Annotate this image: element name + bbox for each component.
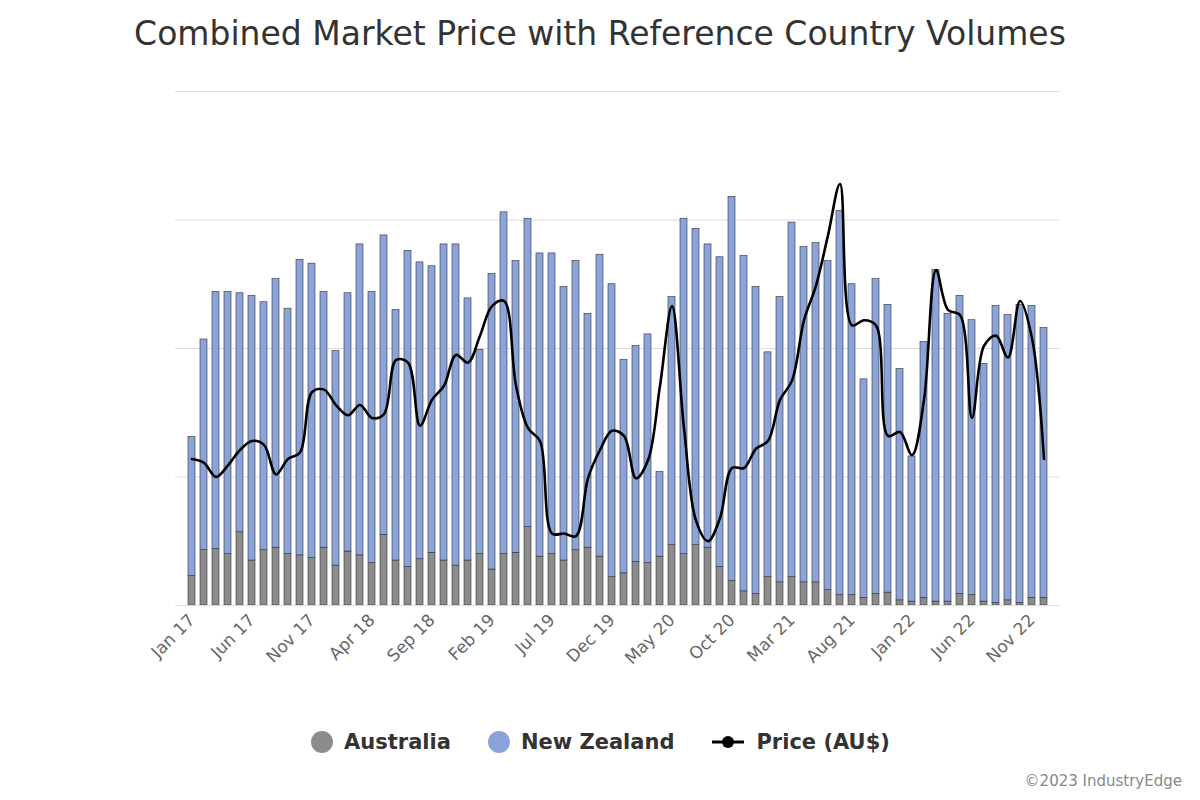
svg-text:Mar 21: Mar 21 (743, 610, 799, 666)
html-text:New Zealand: New Zealand (520, 730, 675, 754)
html-text:Combined Market Price with Ref: Combined Market Price with Reference Cou… (134, 14, 1066, 53)
svg-text:Jan 17: Jan 17 (146, 610, 199, 663)
svg-text:Sep 18: Sep 18 (383, 610, 439, 666)
svg-text:Nov 22: Nov 22 (982, 610, 1039, 667)
svg-text:Jan 22: Jan 22 (866, 610, 919, 663)
html-text:Australia: Australia (344, 730, 451, 754)
svg-text:Feb 19: Feb 19 (444, 610, 499, 665)
svg-text:Dec 19: Dec 19 (562, 610, 619, 667)
html-text:©2023 IndustryEdge: ©2023 IndustryEdge (1024, 772, 1182, 790)
svg-text:Oct 20: Oct 20 (685, 610, 739, 664)
svg-text:Aug 21: Aug 21 (802, 610, 859, 667)
svg-text:Jul 19: Jul 19 (510, 610, 558, 658)
svg-text:Jun 17: Jun 17 (206, 610, 259, 663)
svg-text:Nov 17: Nov 17 (262, 610, 319, 667)
svg-text:Apr 18: Apr 18 (325, 610, 379, 664)
html-text:Price (AU$): Price (AU$) (756, 730, 890, 754)
svg-text:Jun 22: Jun 22 (926, 610, 979, 663)
svg-text:May 20: May 20 (621, 610, 679, 668)
